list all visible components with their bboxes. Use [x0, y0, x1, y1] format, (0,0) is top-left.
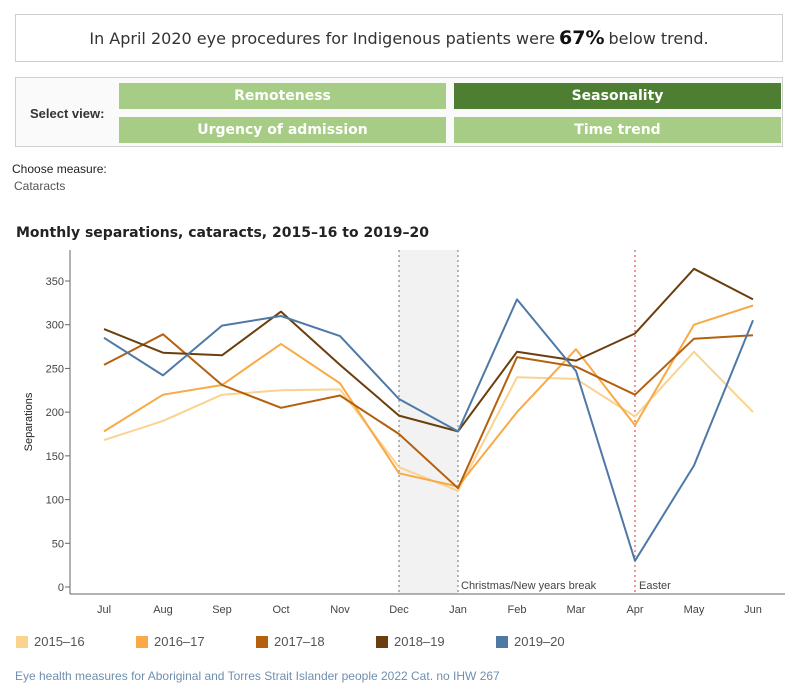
y-tick-label: 200	[46, 407, 64, 419]
y-tick-label: 300	[46, 320, 64, 332]
x-tick-label: Mar	[567, 604, 586, 616]
y-tick-label: 350	[46, 276, 64, 288]
legend-item[interactable]: 2018–19	[376, 634, 496, 649]
x-tick-label: Dec	[389, 604, 409, 616]
source-footer: Eye health measures for Aboriginal and T…	[15, 669, 500, 683]
y-tick-label: 150	[46, 451, 64, 463]
series-line-2018–19	[103, 267, 754, 433]
y-axis-label: Separations	[23, 392, 35, 451]
series-line-2017–18	[103, 333, 754, 490]
choose-measure-label: Choose measure:	[12, 162, 107, 176]
x-tick-label: Nov	[330, 604, 350, 616]
x-tick-label: Apr	[626, 604, 643, 616]
summary-text-after: below trend.	[608, 28, 709, 48]
view-selector-panel: Select view: Remoteness Seasonality Urge…	[15, 77, 783, 147]
select-view-label: Select view:	[30, 106, 105, 121]
series-line-2019–20	[103, 298, 754, 562]
chart-legend: 2015–16 2016–17 2017–18 2018–19 2019–20	[16, 634, 616, 649]
y-tick-label: 100	[46, 495, 64, 507]
summary-text-before: In April 2020 eye procedures for Indigen…	[89, 28, 556, 48]
legend-swatch	[496, 635, 508, 648]
x-tick-label: Jun	[744, 604, 762, 616]
legend-label: 2015–16	[34, 634, 85, 649]
legend-label: 2016–17	[154, 634, 205, 649]
x-tick-label: Sep	[212, 604, 232, 616]
legend-item[interactable]: 2017–18	[256, 634, 376, 649]
legend-swatch	[16, 635, 28, 648]
easter-label: Easter	[639, 580, 671, 592]
y-tick-label: 0	[58, 582, 64, 594]
legend-swatch	[256, 635, 268, 648]
legend-item[interactable]: 2019–20	[496, 634, 616, 649]
holiday-band	[399, 250, 458, 594]
seasonality-view-button[interactable]: Seasonality	[454, 83, 781, 109]
chart-title: Monthly separations, cataracts, 2015–16 …	[16, 225, 429, 241]
legend-swatch	[376, 635, 388, 648]
y-tick-label: 250	[46, 363, 64, 375]
x-tick-label: Aug	[153, 604, 173, 616]
summary-banner: In April 2020 eye procedures for Indigen…	[15, 14, 783, 62]
y-tick-label: 50	[52, 538, 64, 550]
measure-selector[interactable]: Cataracts	[14, 179, 66, 193]
legend-swatch	[136, 635, 148, 648]
legend-label: 2017–18	[274, 634, 325, 649]
x-tick-label: May	[684, 604, 705, 616]
time-trend-view-button[interactable]: Time trend	[454, 117, 781, 143]
band-label: Christmas/New years break	[461, 580, 597, 592]
remoteness-view-button[interactable]: Remoteness	[119, 83, 446, 109]
x-tick-label: Jan	[449, 604, 467, 616]
legend-item[interactable]: 2015–16	[16, 634, 136, 649]
summary-percent: 67%	[559, 27, 605, 49]
legend-item[interactable]: 2016–17	[136, 634, 256, 649]
legend-label: 2018–19	[394, 634, 445, 649]
urgency-view-button[interactable]: Urgency of admission	[119, 117, 446, 143]
x-tick-label: Oct	[272, 604, 289, 616]
series-line-2016–17	[103, 304, 754, 488]
line-chart: Christmas/New years break Easter 0 50 100 150…	[23, 250, 785, 616]
x-tick-label: Feb	[508, 604, 527, 616]
x-tick-label: Jul	[97, 604, 111, 616]
legend-label: 2019–20	[514, 634, 565, 649]
